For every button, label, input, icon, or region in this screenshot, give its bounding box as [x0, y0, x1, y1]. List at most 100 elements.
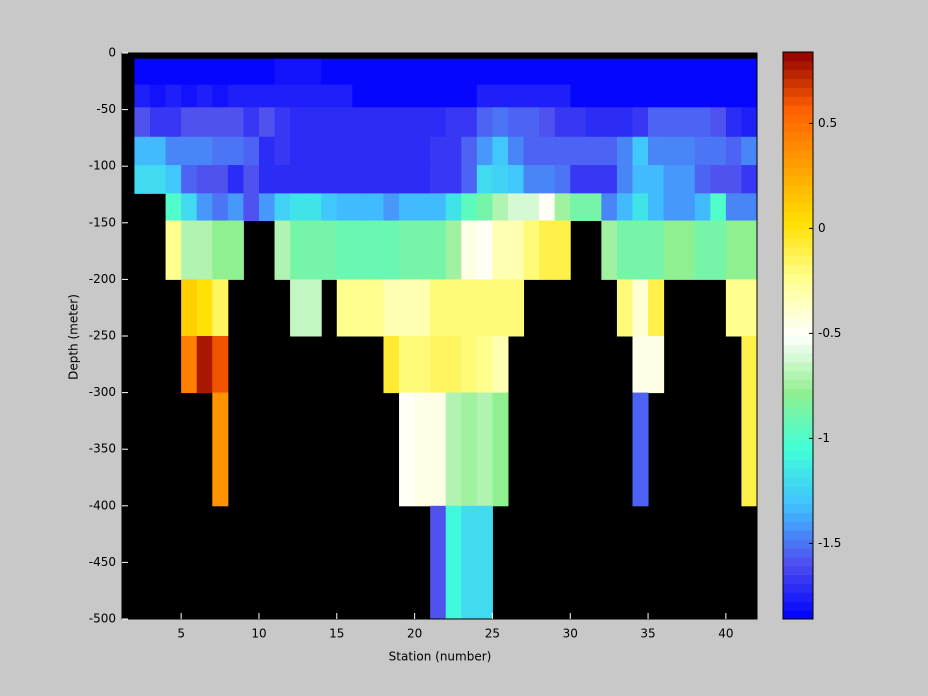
heat-cell	[196, 84, 213, 108]
heat-cell	[570, 165, 587, 194]
heat-cell	[196, 58, 213, 86]
heat-cell	[243, 193, 260, 222]
heat-cell	[212, 107, 229, 138]
colorbar-step	[783, 583, 813, 593]
heat-cell	[648, 58, 665, 86]
heat-cell	[383, 193, 400, 222]
heat-cell	[523, 136, 540, 166]
colorbar-step	[783, 432, 813, 443]
colorbar-step	[783, 238, 813, 248]
heat-cell	[430, 193, 447, 222]
heat-cell	[725, 165, 742, 194]
heat-cell	[430, 136, 447, 166]
heat-cell	[227, 165, 244, 194]
heat-cell	[352, 84, 369, 108]
heat-cell	[601, 220, 618, 280]
colorbar-step	[783, 264, 813, 274]
heat-cell	[414, 279, 431, 337]
heat-cell	[212, 136, 229, 166]
heat-cell	[445, 193, 462, 222]
colorbar-step	[783, 105, 813, 115]
colorbar-step	[783, 548, 813, 558]
heat-cell	[476, 336, 493, 394]
heat-cell	[616, 58, 633, 86]
heat-cell	[321, 84, 338, 108]
heat-cell	[352, 58, 369, 86]
colorbar-step	[783, 122, 813, 133]
heat-cell	[554, 107, 571, 138]
heat-cell	[476, 84, 493, 108]
y-tick-label: -200	[89, 272, 116, 286]
heat-cell	[258, 193, 276, 222]
heat-cell	[461, 279, 478, 337]
heat-cell	[150, 165, 167, 194]
colorbar-step	[783, 592, 813, 602]
heat-cell	[430, 220, 447, 280]
heat-cell	[461, 58, 478, 86]
heat-cell	[492, 392, 509, 507]
heat-cell	[134, 107, 151, 138]
heat-cell	[383, 107, 400, 138]
heat-cell	[616, 84, 633, 108]
heat-cell	[663, 165, 680, 194]
heat-cell	[694, 193, 711, 222]
heat-cell	[150, 84, 167, 108]
y-tick-label: -300	[89, 385, 116, 399]
heat-cell	[445, 336, 462, 394]
heat-cell	[336, 84, 353, 108]
heat-cell	[507, 58, 525, 86]
heat-cell	[741, 107, 758, 138]
heat-cell	[679, 136, 696, 166]
heat-cell	[648, 336, 665, 394]
colorbar-step	[783, 202, 813, 212]
heat-cell	[430, 505, 447, 620]
heat-cell	[165, 165, 182, 194]
heat-cell	[352, 279, 369, 337]
heat-cell	[274, 107, 291, 138]
heat-cell	[227, 84, 244, 108]
heat-cell	[196, 107, 213, 138]
heat-cell	[243, 136, 260, 166]
heat-cell	[383, 279, 400, 337]
heat-cell	[181, 165, 198, 194]
heat-cell	[196, 136, 213, 166]
heat-cell	[445, 165, 462, 194]
colorbar-step	[783, 229, 813, 239]
heat-cell	[445, 58, 462, 86]
heat-cell	[632, 58, 649, 86]
heat-cell	[632, 136, 649, 166]
colorbar-step	[783, 60, 813, 71]
heat-cell	[523, 193, 540, 222]
heat-cell	[710, 193, 727, 222]
colorbar-step	[783, 131, 813, 142]
heat-cell	[212, 193, 229, 222]
heat-cell	[648, 165, 665, 194]
heat-cell	[227, 220, 244, 280]
heat-cell	[414, 58, 431, 86]
heat-cell	[181, 84, 198, 108]
heat-cell	[710, 84, 727, 108]
heat-cell	[367, 165, 384, 194]
heat-cell	[321, 136, 338, 166]
colorbar-box	[782, 51, 814, 620]
colorbar-step	[783, 406, 813, 416]
heat-cell	[196, 220, 213, 280]
x-tick-label: 20	[407, 627, 422, 641]
heat-cell	[539, 136, 556, 166]
heat-cell	[165, 193, 182, 222]
colorbar-step	[783, 397, 813, 407]
heat-cell	[523, 107, 540, 138]
y-tick-label: -400	[89, 498, 116, 512]
y-tick-label: -50	[96, 102, 116, 116]
heat-cell	[461, 220, 478, 280]
heat-cell	[227, 193, 244, 222]
x-tick-label: 30	[563, 627, 578, 641]
heat-cell	[336, 165, 353, 194]
heat-cell	[321, 193, 338, 222]
colorbar-tick-label: -1	[818, 431, 830, 445]
heat-cell	[476, 392, 493, 507]
heat-cell	[679, 193, 696, 222]
colorbar-step	[783, 415, 813, 425]
colorbar-step	[783, 326, 813, 336]
heat-cell	[539, 165, 556, 194]
